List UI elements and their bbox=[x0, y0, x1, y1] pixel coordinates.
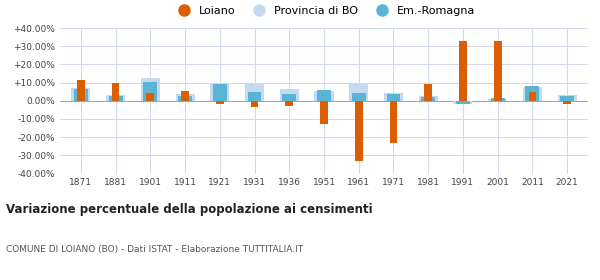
Bar bbox=[456, 101, 470, 104]
Bar bbox=[563, 101, 571, 104]
Bar bbox=[424, 85, 432, 101]
Bar bbox=[355, 101, 362, 161]
Bar bbox=[283, 94, 296, 101]
Bar bbox=[286, 101, 293, 106]
Bar bbox=[320, 101, 328, 124]
Bar bbox=[106, 95, 125, 101]
Bar bbox=[77, 80, 85, 101]
Bar bbox=[176, 94, 194, 101]
Text: COMUNE DI LOIANO (BO) - Dati ISTAT - Elaborazione TUTTITALIA.IT: COMUNE DI LOIANO (BO) - Dati ISTAT - Ela… bbox=[6, 245, 303, 254]
Bar bbox=[146, 93, 154, 101]
Bar bbox=[526, 86, 539, 101]
Bar bbox=[280, 89, 299, 101]
Bar bbox=[459, 41, 467, 101]
Text: Variazione percentuale della popolazione ai censimenti: Variazione percentuale della popolazione… bbox=[6, 203, 373, 216]
Bar bbox=[384, 93, 403, 101]
Bar bbox=[389, 101, 397, 143]
Bar bbox=[352, 93, 365, 101]
Bar bbox=[557, 95, 577, 101]
Bar bbox=[71, 88, 91, 101]
Bar bbox=[210, 83, 229, 101]
Bar bbox=[349, 83, 368, 101]
Bar bbox=[109, 96, 122, 101]
Bar bbox=[386, 94, 400, 101]
Bar bbox=[181, 91, 189, 101]
Bar bbox=[494, 41, 502, 101]
Bar bbox=[491, 98, 505, 101]
Bar bbox=[251, 101, 259, 107]
Bar bbox=[178, 96, 192, 101]
Bar bbox=[523, 87, 542, 101]
Bar bbox=[143, 82, 157, 101]
Bar bbox=[314, 91, 334, 101]
Bar bbox=[245, 85, 264, 101]
Bar bbox=[112, 83, 119, 101]
Bar bbox=[317, 90, 331, 101]
Bar bbox=[419, 96, 438, 101]
Bar bbox=[141, 78, 160, 101]
Bar bbox=[74, 89, 88, 101]
Bar bbox=[216, 101, 224, 104]
Bar bbox=[454, 101, 473, 104]
Bar bbox=[560, 96, 574, 101]
Bar bbox=[421, 97, 435, 101]
Bar bbox=[213, 83, 227, 101]
Bar bbox=[248, 92, 262, 101]
Bar bbox=[488, 99, 507, 101]
Legend: Loiano, Provincia di BO, Em.-Romagna: Loiano, Provincia di BO, Em.-Romagna bbox=[169, 1, 479, 20]
Bar bbox=[529, 92, 536, 101]
